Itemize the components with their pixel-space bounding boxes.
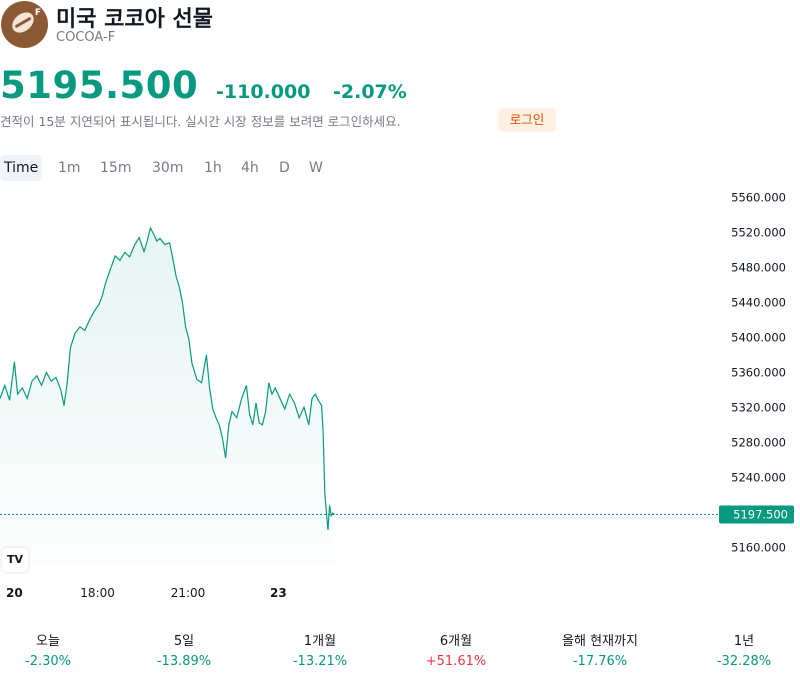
tab-time[interactable]: Time [0,155,43,181]
perf-label: 1년 [733,634,755,649]
perf-1m[interactable]: 1개월 -13.21% [255,632,385,672]
x-tick-label: 20 [6,586,23,600]
y-tick-label: 5320.000 [731,400,786,414]
tab-4h[interactable]: 4h [241,160,259,176]
login-button[interactable]: 로그인 [498,108,556,132]
perf-value: -32.28% [716,654,772,669]
last-price-label: 5197.500 [733,507,788,521]
header: F 미국 코코아 선물 COCOA-F [0,0,800,50]
x-tick-label: 23 [270,586,287,600]
page-title: 미국 코코아 선물 [56,7,213,32]
y-tick-label: 5400.000 [731,330,786,344]
x-tick-label: 21:00 [171,586,206,600]
last-price-badge [719,505,794,524]
perf-label: 5일 [173,634,195,649]
last-price: 5195.500 [0,64,199,107]
perf-value: +51.61% [425,654,487,669]
y-tick-label: 5160.000 [731,540,786,554]
perf-label: 오늘 [36,634,60,649]
tab-1m[interactable]: 1m [58,160,81,176]
delay-notice: 견적이 15분 지연되어 표시됩니다. 실시간 시장 정보를 보려면 로그인하세… [0,114,401,129]
perf-5d[interactable]: 5일 -13.89% [119,632,249,672]
perf-value: -13.21% [292,654,348,669]
x-tick-label: 18:00 [80,586,115,600]
tab-w[interactable]: W [309,160,323,176]
y-tick-label: 5360.000 [731,365,786,379]
perf-1y[interactable]: 1년 -32.28% [679,632,800,672]
y-tick-label: 5480.000 [731,260,786,274]
price-change-percent: -2.07% [333,81,407,103]
y-tick-label: 5440.000 [731,295,786,309]
perf-today[interactable]: 오늘 -2.30% [0,632,113,672]
symbol-label: COCOA-F [56,30,116,45]
price-area [0,227,335,563]
perf-ytd[interactable]: 올해 현재까지 -17.76% [535,632,665,672]
tab-d[interactable]: D [279,160,290,176]
y-tick-label: 5560.000 [731,190,786,204]
price-change: -110.000 [216,81,311,103]
coffee-bean-icon [8,8,38,37]
price-chart[interactable]: 5560.000 5520.000 5480.000 5440.000 5400.000… [0,185,800,605]
tab-15m[interactable]: 15m [100,160,132,176]
perf-6m[interactable]: 6개월 +51.61% [391,632,521,672]
tab-30m[interactable]: 30m [152,160,184,176]
cocoa-logo-icon: F [1,1,48,48]
y-tick-label: 5240.000 [731,470,786,484]
price-line [0,226,335,530]
perf-value: -17.76% [572,654,628,669]
price-row: 5195.500 -110.000 -2.07% [0,64,800,108]
tradingview-logo-icon[interactable]: TV [2,548,28,572]
perf-label: 1개월 [303,634,337,649]
perf-value: -13.89% [156,654,212,669]
logo-badge: F [34,8,41,18]
perf-value: -2.30% [25,654,71,669]
perf-label: 올해 현재까지 [562,634,638,649]
y-tick-label: 5280.000 [731,435,786,449]
y-tick-label: 5520.000 [731,225,786,239]
tab-1h[interactable]: 1h [204,160,222,176]
perf-label: 6개월 [439,634,473,649]
timeframe-tabs: Time 1m 15m 30m 1h 4h D W [0,155,800,181]
performance-row: 오늘 -2.30% 5일 -13.89% 1개월 -13.21% 6개월 +51… [0,632,800,676]
